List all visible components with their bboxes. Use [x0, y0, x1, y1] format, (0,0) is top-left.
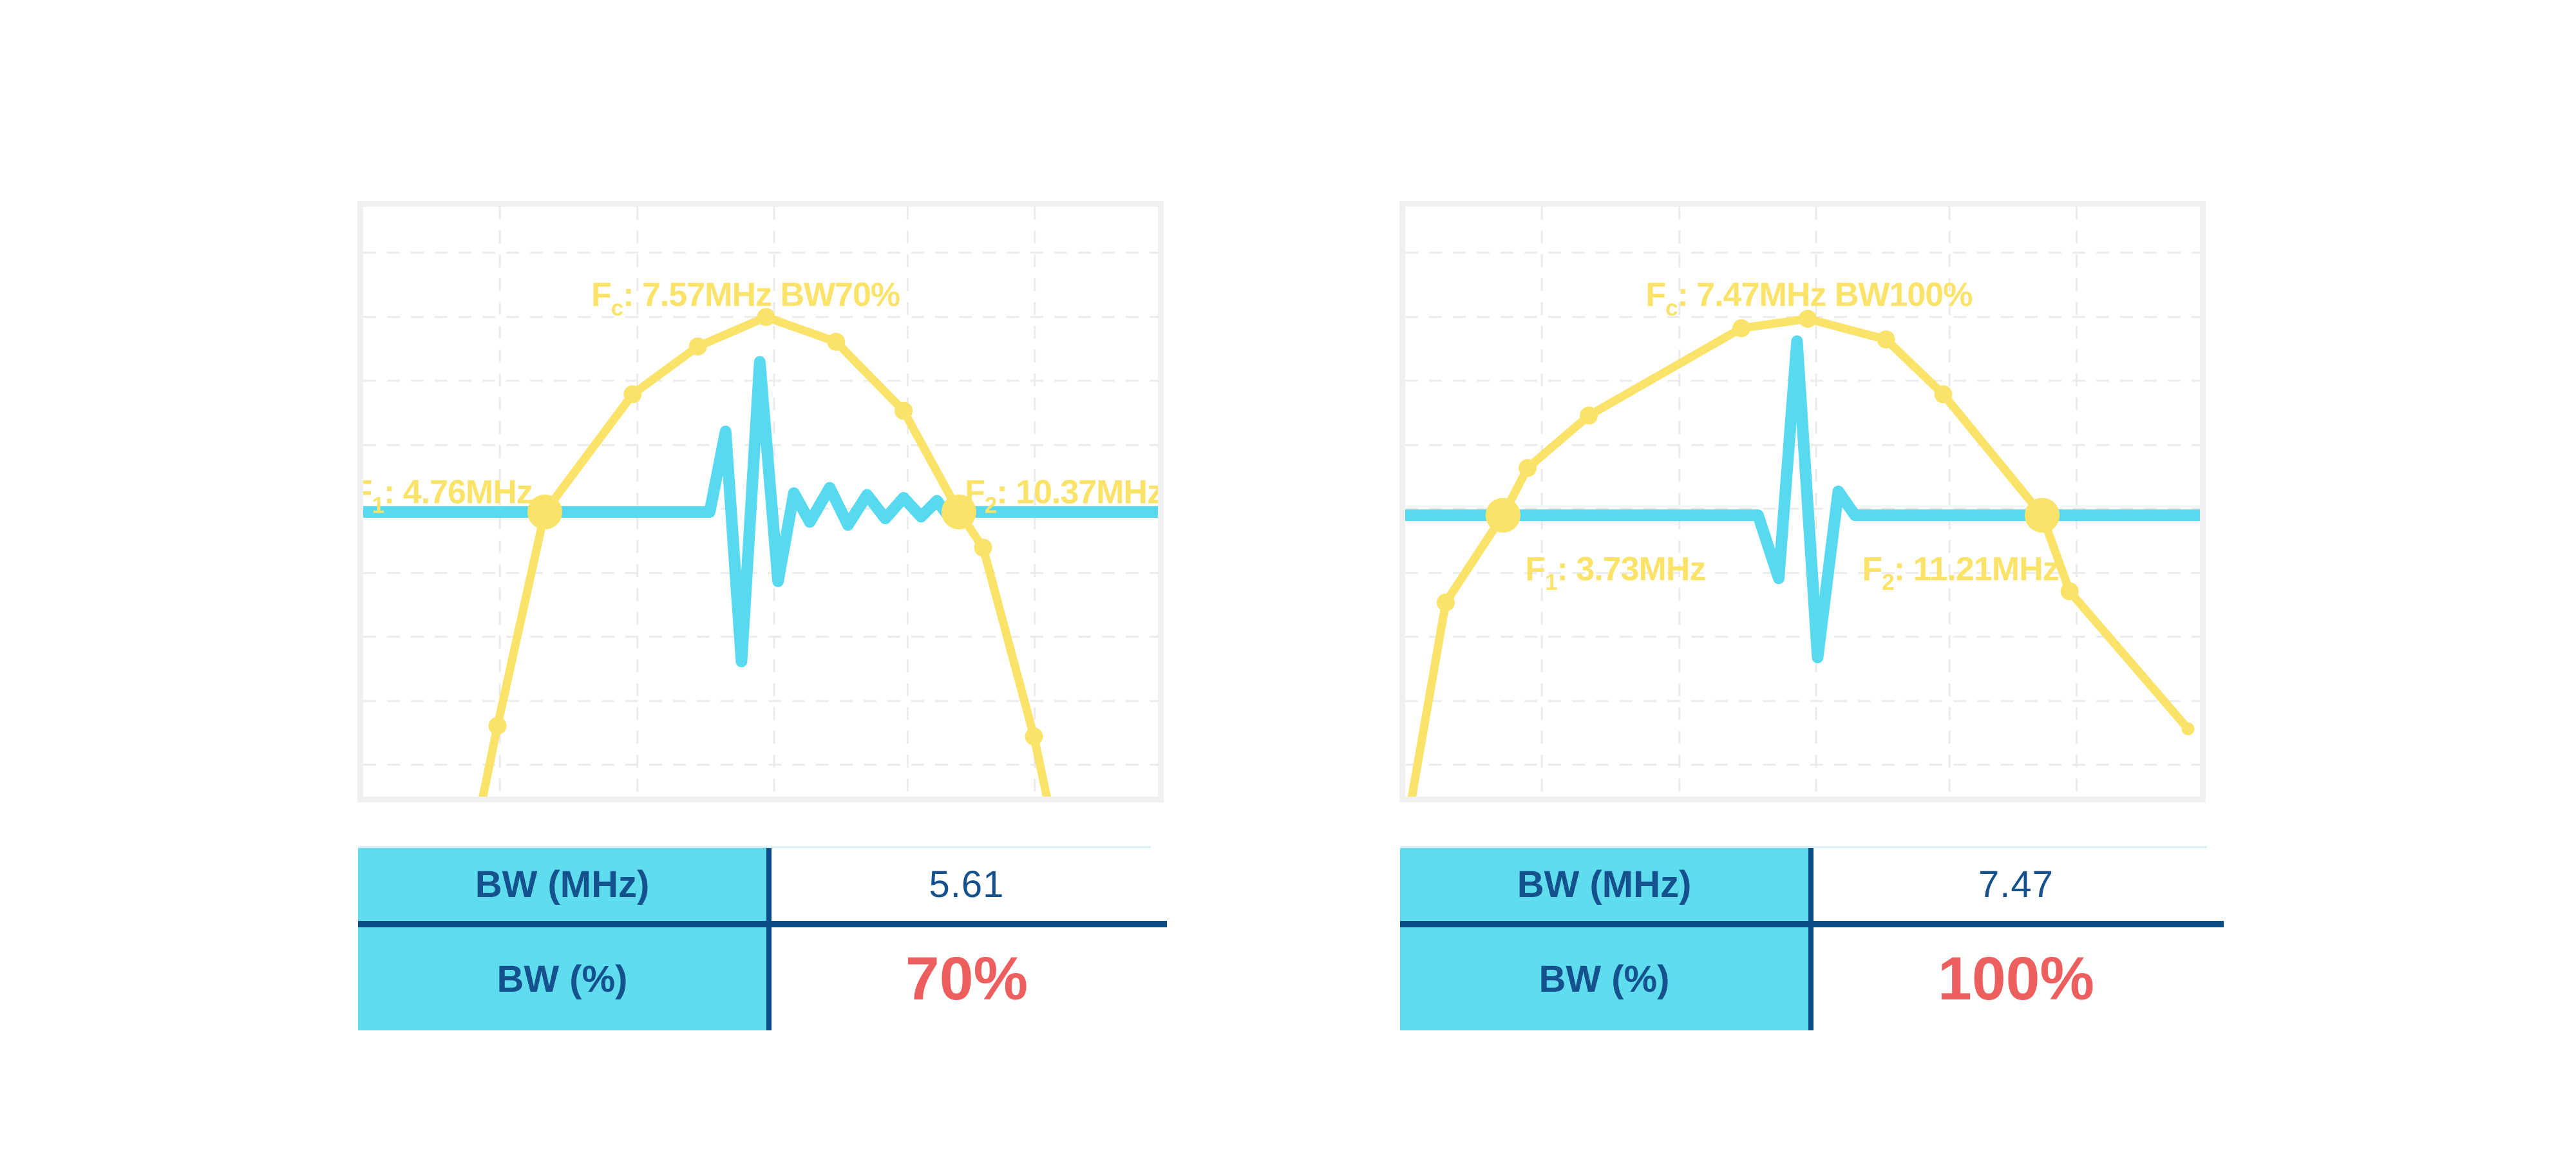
chart-bw70-plot: Fc: 7.57MHz BW70% F1: 4.76MHz F2: 10.37MHz — [363, 207, 1158, 797]
table-row: BW (MHz) 7.47 — [1400, 848, 2224, 921]
bw-mhz-label: BW (MHz) — [358, 848, 766, 921]
chart-bw100: Fc: 7.47MHz BW100% F1: 3.73MHz F2: 11.21MH… — [1399, 201, 2206, 802]
bw-pct-value: 70% — [905, 944, 1028, 1013]
bw-mhz-label: BW (MHz) — [1400, 848, 1808, 921]
bw-pct-label: BW (%) — [1400, 927, 1808, 1030]
chart-bw100-plot: Fc: 7.47MHz BW100% F1: 3.73MHz F2: 11.21MH… — [1405, 207, 2200, 797]
table-row-divider — [358, 921, 1167, 927]
bw-mhz-value: 5.61 — [929, 864, 1005, 905]
table-column-divider — [766, 848, 772, 1030]
table-row: BW (%) 70% — [358, 927, 1167, 1030]
svg-text:Fc: 7.57MHz BW70%: Fc: 7.57MHz BW70% — [591, 276, 900, 321]
svg-text:F2: 11.21MHz: F2: 11.21MHz — [1862, 551, 2059, 595]
bw-pct-value: 100% — [1938, 944, 2094, 1013]
svg-text:F2: 10.37MHz: F2: 10.37MHz — [965, 474, 1158, 518]
bw-pct-label: BW (%) — [358, 927, 766, 1030]
svg-text:F1: 4.76MHz: F1: 4.76MHz — [363, 474, 533, 518]
bw-mhz-value: 7.47 — [1978, 864, 2054, 905]
table-column-divider — [1808, 848, 1814, 1030]
svg-text:Fc: 7.47MHz BW100%: Fc: 7.47MHz BW100% — [1645, 276, 1972, 321]
bw-table-70: BW (MHz) 5.61 BW (%) 70% — [358, 844, 1167, 1030]
bw-table-100: BW (MHz) 7.47 BW (%) 100% — [1400, 844, 2224, 1030]
chart-bw70: Fc: 7.57MHz BW70% F1: 4.76MHz F2: 10.37MHz — [357, 201, 1164, 802]
table-row: BW (MHz) 5.61 — [358, 848, 1167, 921]
table-top-rule — [1400, 846, 2208, 848]
svg-text:F1: 3.73MHz: F1: 3.73MHz — [1525, 551, 1705, 595]
table-row: BW (%) 100% — [1400, 927, 2224, 1030]
table-top-rule — [358, 846, 1151, 848]
